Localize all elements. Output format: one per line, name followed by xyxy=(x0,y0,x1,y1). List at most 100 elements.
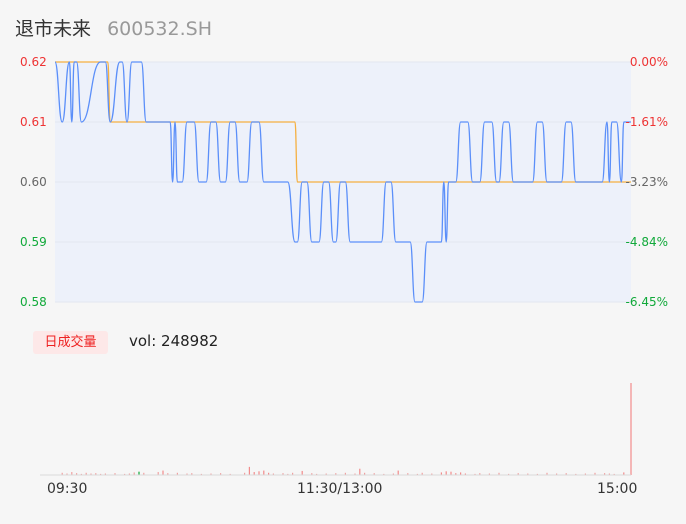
volume-bar xyxy=(464,473,466,475)
volume-bar xyxy=(594,472,596,475)
volume-bar xyxy=(311,473,313,475)
volume-bar xyxy=(263,470,265,475)
volume-bar xyxy=(397,470,399,475)
volume-bar xyxy=(325,473,327,475)
pct-tick-2: -3.23% xyxy=(625,175,668,189)
volume-bar xyxy=(61,472,63,475)
volume-bar xyxy=(440,472,442,475)
volume-bar xyxy=(373,473,375,475)
volume-bar xyxy=(268,472,270,475)
price-line xyxy=(54,61,631,303)
price-tick-4: 0.58 xyxy=(20,295,47,309)
volume-bar xyxy=(479,473,481,475)
volume-bar xyxy=(407,473,409,475)
volume-bar xyxy=(575,473,577,475)
volume-bar xyxy=(104,473,106,475)
volume-bar xyxy=(272,473,274,475)
volume-bar xyxy=(292,472,294,475)
volume-bar xyxy=(416,473,418,475)
volume-bar xyxy=(229,473,231,475)
volume-bar xyxy=(143,472,145,475)
volume-bar xyxy=(138,471,140,475)
volume-bar xyxy=(80,473,82,475)
volume-bar xyxy=(316,473,318,475)
volume-bar xyxy=(301,470,303,475)
volume-bar xyxy=(157,472,159,475)
volume-bar xyxy=(455,473,457,475)
pct-tick-4: -6.45% xyxy=(625,295,668,309)
volume-bar xyxy=(90,473,92,475)
price-tick-0: 0.62 xyxy=(20,55,47,69)
volume-bar xyxy=(546,472,548,475)
volume-bar xyxy=(527,473,529,475)
average-price-line xyxy=(55,61,631,183)
pct-tick-0: 0.00% xyxy=(629,55,668,69)
time-label-midday: 11:30/13:00 xyxy=(297,481,383,497)
volume-bar xyxy=(608,473,610,475)
volume-bar xyxy=(114,473,116,475)
volume-bar xyxy=(613,473,615,475)
stock-name: 退市未来 xyxy=(15,18,92,40)
volume-bar xyxy=(210,473,212,475)
volume-bar xyxy=(287,473,289,475)
volume-bar xyxy=(128,473,130,475)
volume-bar xyxy=(167,473,169,475)
volume-bar xyxy=(630,383,632,475)
price-tick-2: 0.60 xyxy=(20,175,47,189)
volume-bar xyxy=(556,473,558,475)
volume-bar xyxy=(200,473,202,475)
volume-bar xyxy=(162,470,164,475)
volume-bar xyxy=(76,473,78,475)
volume-bar xyxy=(604,473,606,475)
volume-bar xyxy=(253,472,255,475)
volume-bar xyxy=(364,472,366,475)
volume-bar xyxy=(248,466,250,475)
price-tick-1: 0.61 xyxy=(20,115,47,129)
stock-code: 600532.SH xyxy=(107,18,212,40)
volume-bar xyxy=(488,473,490,475)
price-tick-3: 0.59 xyxy=(20,235,47,249)
volume-bar xyxy=(124,473,126,475)
volume-bar xyxy=(95,473,97,475)
volume-badge: 日成交量 xyxy=(33,331,108,354)
volume-bar xyxy=(392,473,394,475)
volume-bar xyxy=(191,473,193,475)
volume-bar xyxy=(244,472,246,475)
volume-bar xyxy=(498,472,500,475)
volume-readout: vol: 248982 xyxy=(129,332,219,350)
volume-bar xyxy=(421,472,423,475)
volume-bar xyxy=(431,473,433,475)
volume-bar xyxy=(359,468,361,475)
volume-bar xyxy=(383,473,385,475)
volume-bar xyxy=(474,473,476,475)
volume-bar xyxy=(66,473,68,475)
volume-bar xyxy=(460,472,462,475)
volume-bar xyxy=(186,473,188,475)
time-label-open: 09:30 xyxy=(47,481,88,497)
volume-bar xyxy=(258,471,260,475)
volume-bar xyxy=(344,472,346,475)
volume-bar xyxy=(445,471,447,475)
chart-header: 退市未来 600532.SH xyxy=(15,14,212,41)
time-label-close: 15:00 xyxy=(597,481,638,497)
volume-bar xyxy=(133,472,135,475)
volume-bar xyxy=(508,473,510,475)
volume-bar xyxy=(85,472,87,475)
volume-bar xyxy=(536,473,538,475)
volume-bar xyxy=(335,473,337,475)
volume-bar xyxy=(354,473,356,475)
volume-bar xyxy=(282,473,284,475)
volume-bar xyxy=(584,473,586,475)
volume-bar xyxy=(623,472,625,475)
volume-bar xyxy=(100,473,102,475)
volume-bar xyxy=(220,473,222,475)
volume-bar xyxy=(517,473,519,475)
volume-bar xyxy=(565,473,567,475)
volume-bar xyxy=(450,471,452,475)
pct-tick-1: -1.61% xyxy=(625,115,668,129)
pct-tick-3: -4.84% xyxy=(625,235,668,249)
volume-bar xyxy=(176,472,178,475)
volume-bar xyxy=(71,472,73,475)
